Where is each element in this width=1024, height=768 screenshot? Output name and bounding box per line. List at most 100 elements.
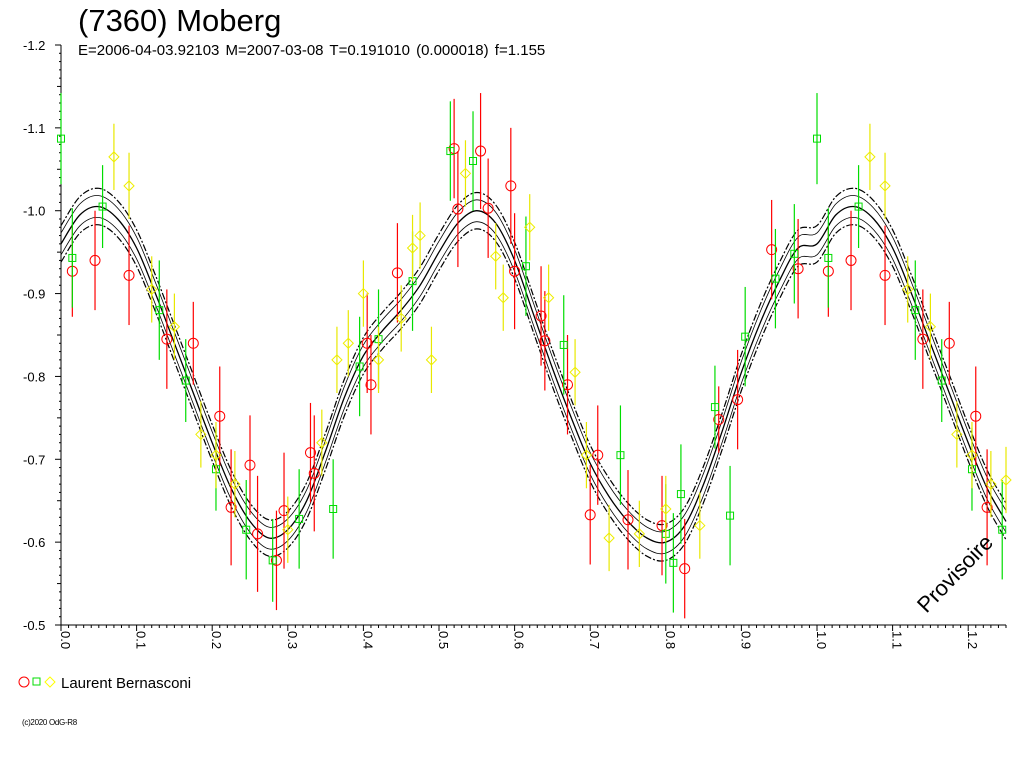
data-point-diamond	[924, 321, 937, 333]
data-point-square	[355, 362, 364, 371]
data-point-square	[242, 525, 251, 534]
data-point-circle	[214, 410, 226, 422]
data-point-diamond	[951, 428, 963, 441]
fit-curve-upper	[60, 187, 1007, 526]
data-point-diamond	[168, 321, 181, 333]
data-point-diamond	[580, 449, 593, 461]
data-point-diamond	[357, 287, 370, 300]
data-point-square	[669, 558, 678, 567]
data-point-circle	[161, 333, 173, 345]
data-point-circle	[361, 337, 373, 349]
data-point-circle	[270, 554, 282, 566]
data-point-circle	[584, 509, 596, 521]
data-point-circle	[917, 333, 929, 345]
y-tick-label: -0.8	[23, 369, 45, 384]
data-point-circle	[879, 269, 891, 281]
data-point-diamond	[1000, 474, 1012, 486]
data-point-circle	[391, 267, 403, 279]
data-point-diamond	[210, 449, 222, 461]
chart-title: (7360) Moberg	[78, 3, 282, 38]
data-point-square	[741, 332, 750, 341]
y-tick-label: -0.7	[23, 452, 45, 467]
data-points	[57, 93, 1012, 619]
series-circle	[66, 93, 993, 619]
y-tick-label: -0.6	[23, 535, 45, 550]
data-point-diamond	[195, 428, 207, 441]
fit-curve-main	[60, 205, 1007, 544]
data-point-diamond	[524, 221, 536, 233]
fit-curve-lower	[60, 224, 1007, 562]
data-point-diamond	[372, 354, 385, 366]
data-point-diamond	[660, 503, 672, 515]
series-square	[57, 93, 1007, 613]
data-point-circle	[452, 203, 464, 215]
copyright-text: (c)2020 OdG-R8	[22, 718, 77, 727]
data-point-circle	[562, 379, 574, 391]
x-tick-label: 1.2	[965, 631, 980, 649]
data-point-circle	[505, 180, 517, 192]
data-point-circle	[535, 310, 547, 322]
data-point-square	[854, 202, 863, 211]
data-point-square	[521, 262, 530, 271]
data-point-circle	[792, 263, 804, 275]
data-point-circle	[225, 501, 237, 513]
data-point-diamond	[425, 354, 438, 366]
chart-axes: -1.2 -1.1 -1.0 -0.9 -0.8 -0.7 -0.6 -0.5 0.0 0.1 0.…	[23, 38, 1007, 649]
data-point-diamond	[542, 292, 555, 304]
data-point-circle	[943, 337, 955, 349]
y-tick-label: -0.9	[23, 287, 45, 302]
data-point-diamond	[459, 167, 472, 180]
data-point-diamond	[489, 250, 502, 262]
data-point-diamond	[497, 292, 509, 304]
data-point-square	[726, 511, 735, 520]
data-point-diamond	[395, 312, 407, 325]
x-tick-label: 0.6	[512, 631, 527, 649]
data-point-diamond	[229, 478, 241, 490]
data-point-square	[329, 505, 338, 513]
legend-circle-icon	[18, 675, 30, 693]
data-point-square	[790, 249, 799, 258]
x-tick-label: 0.4	[360, 631, 375, 649]
data-point-diamond	[569, 366, 581, 378]
x-tick-label: 0.0	[58, 631, 73, 649]
data-point-square	[181, 376, 190, 385]
data-point-diamond	[146, 283, 158, 296]
data-point-circle	[278, 505, 290, 517]
data-point-diamond	[603, 532, 615, 544]
data-point-circle	[766, 244, 778, 256]
data-point-diamond	[331, 354, 343, 366]
data-point-square	[155, 306, 164, 315]
data-point-circle	[482, 202, 494, 214]
data-point-circle	[252, 528, 264, 540]
data-point-square	[771, 274, 780, 283]
data-point-square	[998, 525, 1007, 534]
data-point-square	[68, 253, 77, 262]
data-point-diamond	[864, 151, 876, 163]
data-point-circle	[89, 254, 101, 266]
y-tick-label: -1.2	[23, 38, 45, 53]
data-point-square	[469, 157, 478, 165]
data-point-square	[295, 514, 304, 523]
x-tick-label: 1.1	[890, 631, 905, 649]
data-point-circle	[622, 514, 634, 526]
data-point-circle	[244, 459, 256, 471]
x-tick-label: 0.2	[209, 631, 224, 649]
x-tick-label: 0.7	[587, 631, 602, 649]
legend-square-icon	[32, 675, 42, 693]
data-point-diamond	[902, 283, 914, 296]
data-point-circle	[475, 145, 487, 157]
data-point-square	[710, 403, 719, 412]
x-tick-label: 0.1	[134, 631, 149, 649]
data-point-square	[559, 340, 568, 349]
data-point-diamond	[123, 180, 135, 192]
x-tick-label: 1.0	[814, 631, 829, 649]
x-tick-label: 0.3	[285, 631, 300, 649]
data-point-diamond	[414, 229, 426, 242]
x-tick-label: 0.9	[738, 631, 753, 649]
data-point-circle	[981, 501, 993, 513]
data-point-circle	[509, 265, 521, 277]
legend-diamond-icon	[44, 675, 56, 693]
data-point-circle	[732, 394, 744, 406]
series-diamond	[108, 123, 1012, 572]
